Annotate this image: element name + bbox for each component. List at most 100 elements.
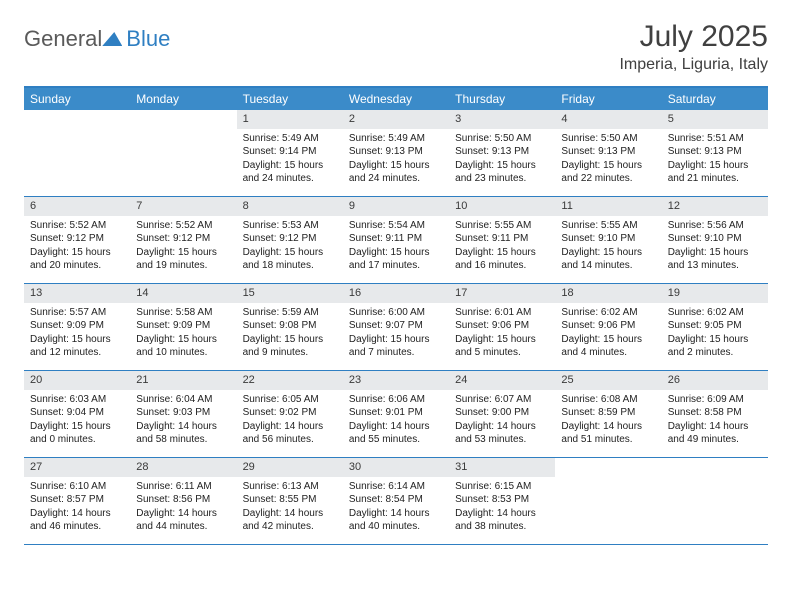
sunrise-text: Sunrise: 6:06 AM bbox=[349, 393, 443, 407]
calendar-page: General Blue July 2025 Imperia, Liguria,… bbox=[0, 0, 792, 545]
daylight-text: Daylight: 15 hours and 19 minutes. bbox=[136, 246, 230, 273]
sunset-text: Sunset: 9:11 PM bbox=[455, 232, 549, 246]
daylight-text: Daylight: 15 hours and 21 minutes. bbox=[668, 159, 762, 186]
day-body: Sunrise: 6:09 AMSunset: 8:58 PMDaylight:… bbox=[662, 393, 768, 447]
daylight-text: Daylight: 15 hours and 20 minutes. bbox=[30, 246, 124, 273]
sunrise-text: Sunrise: 5:51 AM bbox=[668, 132, 762, 146]
day-number: 17 bbox=[449, 284, 555, 303]
day-cell: 19Sunrise: 6:02 AMSunset: 9:05 PMDayligh… bbox=[662, 284, 768, 370]
sunset-text: Sunset: 9:06 PM bbox=[561, 319, 655, 333]
day-body: Sunrise: 6:02 AMSunset: 9:06 PMDaylight:… bbox=[555, 306, 661, 360]
day-body: Sunrise: 5:53 AMSunset: 9:12 PMDaylight:… bbox=[237, 219, 343, 273]
sunrise-text: Sunrise: 5:55 AM bbox=[561, 219, 655, 233]
day-number: 4 bbox=[555, 110, 661, 129]
daylight-text: Daylight: 14 hours and 40 minutes. bbox=[349, 507, 443, 534]
sunset-text: Sunset: 9:00 PM bbox=[455, 406, 549, 420]
weekday-header: Thursday bbox=[449, 88, 555, 110]
day-number: 21 bbox=[130, 371, 236, 390]
day-body: Sunrise: 6:10 AMSunset: 8:57 PMDaylight:… bbox=[24, 480, 130, 534]
day-body: Sunrise: 6:01 AMSunset: 9:06 PMDaylight:… bbox=[449, 306, 555, 360]
day-cell: 9Sunrise: 5:54 AMSunset: 9:11 PMDaylight… bbox=[343, 197, 449, 283]
weekday-header: Monday bbox=[130, 88, 236, 110]
sunrise-text: Sunrise: 5:53 AM bbox=[243, 219, 337, 233]
daylight-text: Daylight: 15 hours and 17 minutes. bbox=[349, 246, 443, 273]
daylight-text: Daylight: 14 hours and 58 minutes. bbox=[136, 420, 230, 447]
sunset-text: Sunset: 9:12 PM bbox=[243, 232, 337, 246]
day-cell: 11Sunrise: 5:55 AMSunset: 9:10 PMDayligh… bbox=[555, 197, 661, 283]
day-body: Sunrise: 6:04 AMSunset: 9:03 PMDaylight:… bbox=[130, 393, 236, 447]
sunrise-text: Sunrise: 5:49 AM bbox=[243, 132, 337, 146]
sunrise-text: Sunrise: 6:01 AM bbox=[455, 306, 549, 320]
daylight-text: Daylight: 15 hours and 24 minutes. bbox=[349, 159, 443, 186]
daylight-text: Daylight: 14 hours and 38 minutes. bbox=[455, 507, 549, 534]
day-number: 18 bbox=[555, 284, 661, 303]
day-body: Sunrise: 5:59 AMSunset: 9:08 PMDaylight:… bbox=[237, 306, 343, 360]
week-row: 13Sunrise: 5:57 AMSunset: 9:09 PMDayligh… bbox=[24, 284, 768, 371]
day-cell: 20Sunrise: 6:03 AMSunset: 9:04 PMDayligh… bbox=[24, 371, 130, 457]
day-cell: 29Sunrise: 6:13 AMSunset: 8:55 PMDayligh… bbox=[237, 458, 343, 544]
location: Imperia, Liguria, Italy bbox=[619, 56, 768, 74]
day-cell: 15Sunrise: 5:59 AMSunset: 9:08 PMDayligh… bbox=[237, 284, 343, 370]
day-body: Sunrise: 6:11 AMSunset: 8:56 PMDaylight:… bbox=[130, 480, 236, 534]
sunrise-text: Sunrise: 5:52 AM bbox=[136, 219, 230, 233]
daylight-text: Daylight: 14 hours and 42 minutes. bbox=[243, 507, 337, 534]
sunset-text: Sunset: 9:14 PM bbox=[243, 145, 337, 159]
day-cell: 5Sunrise: 5:51 AMSunset: 9:13 PMDaylight… bbox=[662, 110, 768, 196]
day-cell: 10 Sunrise: 5:55 AMSunset: 9:11 PMDayligh… bbox=[449, 197, 555, 283]
sunrise-text: Sunrise: 6:02 AM bbox=[561, 306, 655, 320]
day-cell: 23Sunrise: 6:06 AMSunset: 9:01 PMDayligh… bbox=[343, 371, 449, 457]
sunset-text: Sunset: 8:58 PM bbox=[668, 406, 762, 420]
sunrise-text: Sunrise: 6:08 AM bbox=[561, 393, 655, 407]
title-block: July 2025 Imperia, Liguria, Italy bbox=[619, 20, 768, 74]
sunrise-text: Sunrise: 6:02 AM bbox=[668, 306, 762, 320]
day-cell: 22Sunrise: 6:05 AMSunset: 9:02 PMDayligh… bbox=[237, 371, 343, 457]
sunset-text: Sunset: 8:59 PM bbox=[561, 406, 655, 420]
day-body: Sunrise: 5:55 AMSunset: 9:11 PMDaylight:… bbox=[449, 219, 555, 273]
daylight-text: Daylight: 14 hours and 55 minutes. bbox=[349, 420, 443, 447]
weekday-header: Sunday bbox=[24, 88, 130, 110]
sunrise-text: Sunrise: 5:55 AM bbox=[455, 219, 549, 233]
sunrise-text: Sunrise: 5:56 AM bbox=[668, 219, 762, 233]
sunset-text: Sunset: 9:10 PM bbox=[668, 232, 762, 246]
day-number: 3 bbox=[449, 110, 555, 129]
day-number: 23 bbox=[343, 371, 449, 390]
day-body: Sunrise: 6:00 AMSunset: 9:07 PMDaylight:… bbox=[343, 306, 449, 360]
daylight-text: Daylight: 15 hours and 0 minutes. bbox=[30, 420, 124, 447]
sunset-text: Sunset: 9:13 PM bbox=[455, 145, 549, 159]
sunset-text: Sunset: 9:12 PM bbox=[136, 232, 230, 246]
sunset-text: Sunset: 8:55 PM bbox=[243, 493, 337, 507]
day-body: Sunrise: 5:49 AMSunset: 9:14 PMDaylight:… bbox=[237, 132, 343, 186]
sunrise-text: Sunrise: 5:58 AM bbox=[136, 306, 230, 320]
daylight-text: Daylight: 15 hours and 22 minutes. bbox=[561, 159, 655, 186]
day-number: 10 bbox=[449, 197, 555, 216]
day-cell: 3Sunrise: 5:50 AMSunset: 9:13 PMDaylight… bbox=[449, 110, 555, 196]
sunset-text: Sunset: 9:13 PM bbox=[668, 145, 762, 159]
weekday-header: Saturday bbox=[662, 88, 768, 110]
sunrise-text: Sunrise: 5:59 AM bbox=[243, 306, 337, 320]
day-body: Sunrise: 5:51 AMSunset: 9:13 PMDaylight:… bbox=[662, 132, 768, 186]
daylight-text: Daylight: 15 hours and 13 minutes. bbox=[668, 246, 762, 273]
weekday-header: Wednesday bbox=[343, 88, 449, 110]
day-body: Sunrise: 5:50 AMSunset: 9:13 PMDaylight:… bbox=[555, 132, 661, 186]
sunrise-text: Sunrise: 6:03 AM bbox=[30, 393, 124, 407]
sunrise-text: Sunrise: 6:09 AM bbox=[668, 393, 762, 407]
day-body: Sunrise: 6:08 AMSunset: 8:59 PMDaylight:… bbox=[555, 393, 661, 447]
sunset-text: Sunset: 9:03 PM bbox=[136, 406, 230, 420]
sunrise-text: Sunrise: 6:15 AM bbox=[455, 480, 549, 494]
brand-logo: General Blue bbox=[24, 20, 170, 52]
sunrise-text: Sunrise: 6:11 AM bbox=[136, 480, 230, 494]
day-number: 1 bbox=[237, 110, 343, 129]
sunset-text: Sunset: 9:02 PM bbox=[243, 406, 337, 420]
day-number: 14 bbox=[130, 284, 236, 303]
day-cell: 16 Sunrise: 6:00 AMSunset: 9:07 PMDayligh… bbox=[343, 284, 449, 370]
daylight-text: Daylight: 15 hours and 4 minutes. bbox=[561, 333, 655, 360]
sunset-text: Sunset: 9:09 PM bbox=[136, 319, 230, 333]
day-cell: 4 Sunrise: 5:50 AMSunset: 9:13 PMDaylight… bbox=[555, 110, 661, 196]
sunset-text: Sunset: 9:07 PM bbox=[349, 319, 443, 333]
day-cell: 7Sunrise: 5:52 AMSunset: 9:12 PMDaylight… bbox=[130, 197, 236, 283]
day-cell: 24Sunrise: 6:07 AMSunset: 9:00 PMDayligh… bbox=[449, 371, 555, 457]
day-number: 11 bbox=[555, 197, 661, 216]
empty-cell bbox=[130, 110, 236, 196]
daylight-text: Daylight: 14 hours and 56 minutes. bbox=[243, 420, 337, 447]
day-number: 16 bbox=[343, 284, 449, 303]
